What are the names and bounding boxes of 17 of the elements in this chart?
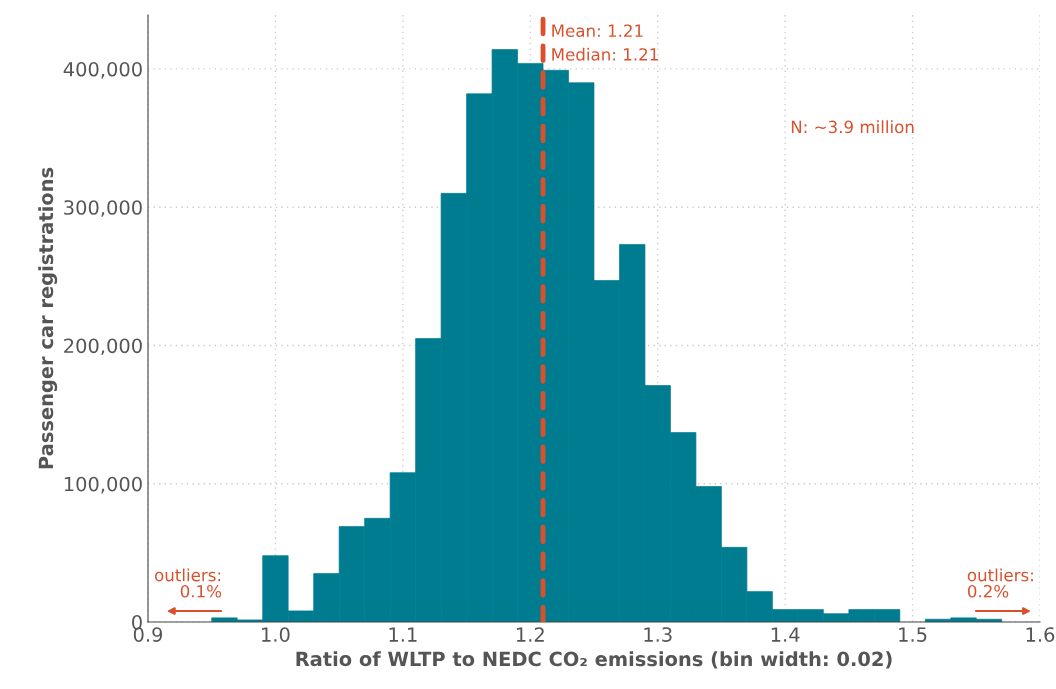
y-tick-label: 200,000 <box>64 338 142 356</box>
y-tick-label: 300,000 <box>64 200 142 217</box>
x-tick-label: 1.0 <box>262 627 290 642</box>
x-tick-label: 1.3 <box>644 627 672 642</box>
x-tick-label: 1.1 <box>389 627 417 642</box>
y-tick-label: 400,000 <box>63 61 142 79</box>
x-axis-title: Ratio of WLTP to NEDC CO₂ emissions (bin width: 0.02) <box>296 651 892 669</box>
x-tick-label: 1.2 <box>516 627 544 642</box>
annotation: N: ~3.9 million <box>791 120 914 134</box>
y-tick-label: 100,000 <box>64 476 142 494</box>
x-tick-label: 1.4 <box>771 627 800 642</box>
y-axis-title: Passenger car registrations <box>38 167 58 469</box>
x-tick-label: 1.5 <box>899 627 927 642</box>
annotation: outliers: 0.2% <box>967 568 1033 598</box>
annotation: outliers: 0.1% <box>155 568 222 598</box>
ref-line-label: Mean: 1.21 Median: 1.21 <box>552 24 658 61</box>
x-tick-label: 1.6 <box>1026 627 1055 642</box>
